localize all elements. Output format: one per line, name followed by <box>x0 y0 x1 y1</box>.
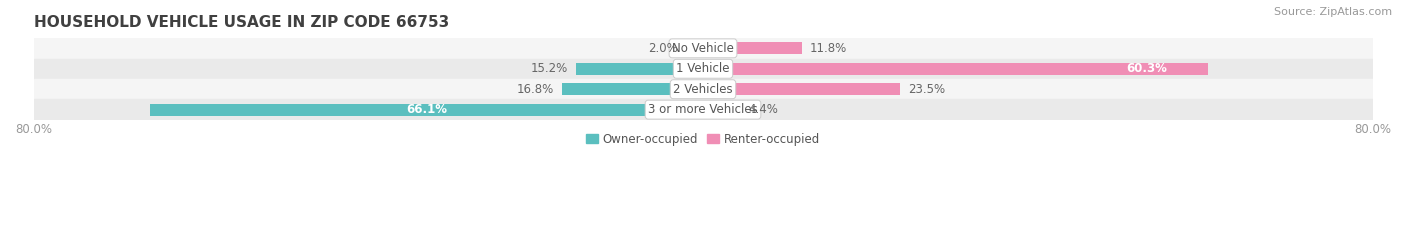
Bar <box>703 103 740 116</box>
Text: Source: ZipAtlas.com: Source: ZipAtlas.com <box>1274 7 1392 17</box>
Text: 60.3%: 60.3% <box>1126 62 1167 75</box>
Bar <box>34 58 1372 79</box>
Text: HOUSEHOLD VEHICLE USAGE IN ZIP CODE 66753: HOUSEHOLD VEHICLE USAGE IN ZIP CODE 6675… <box>34 15 449 30</box>
Bar <box>562 83 703 95</box>
Text: 11.8%: 11.8% <box>810 42 848 55</box>
Bar <box>703 83 900 95</box>
Text: 4.4%: 4.4% <box>748 103 778 116</box>
Bar <box>686 42 703 55</box>
Bar <box>703 63 1208 75</box>
Text: 16.8%: 16.8% <box>517 83 554 96</box>
Bar <box>150 103 703 116</box>
Bar <box>576 63 703 75</box>
Text: 3 or more Vehicles: 3 or more Vehicles <box>648 103 758 116</box>
Text: 1 Vehicle: 1 Vehicle <box>676 62 730 75</box>
Bar <box>34 99 1372 120</box>
Legend: Owner-occupied, Renter-occupied: Owner-occupied, Renter-occupied <box>581 128 825 151</box>
Text: 15.2%: 15.2% <box>530 62 568 75</box>
Bar <box>34 38 1372 58</box>
Text: 2 Vehicles: 2 Vehicles <box>673 83 733 96</box>
Text: No Vehicle: No Vehicle <box>672 42 734 55</box>
Text: 2.0%: 2.0% <box>648 42 678 55</box>
Text: 66.1%: 66.1% <box>406 103 447 116</box>
Bar <box>703 42 801 55</box>
Text: 23.5%: 23.5% <box>908 83 945 96</box>
Bar <box>34 79 1372 99</box>
